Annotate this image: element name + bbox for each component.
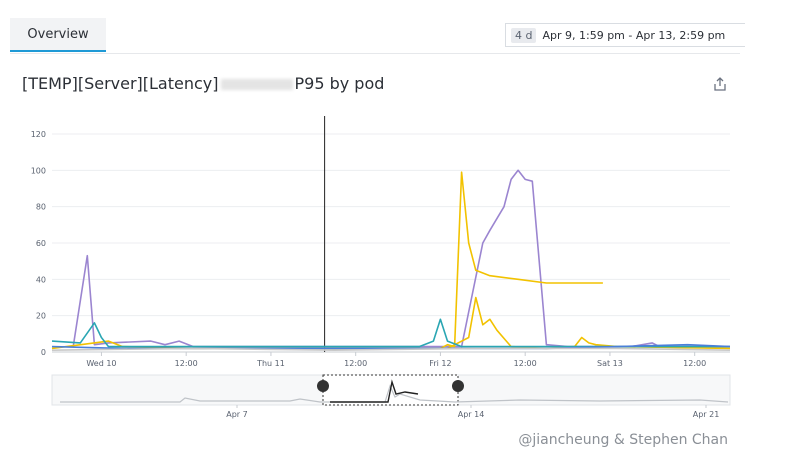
y-tick-label: 20	[36, 312, 46, 321]
series-line-yellow	[447, 296, 731, 350]
y-tick-label: 120	[31, 130, 46, 139]
y-tick-label: 40	[36, 275, 46, 284]
series-line-blue	[51, 343, 731, 350]
share-export-icon[interactable]	[712, 76, 728, 92]
series-line-teal	[51, 318, 730, 348]
x-tick-label: Wed 10	[86, 359, 116, 368]
y-tick-label: 0	[41, 348, 46, 357]
navigator-tick-label: Apr 7	[226, 410, 247, 419]
x-tick-label: 12:00	[175, 359, 198, 368]
x-tick-label: Sat 13	[597, 359, 623, 368]
latency-line-chart[interactable]: 0 20 40 60 80 100 120 Wed 10 12:00 Thu 11 12:00 Fri…	[0, 110, 790, 420]
x-tick-label: 12:00	[514, 359, 537, 368]
widget-title-prefix: [TEMP][Server][Latency]	[22, 74, 219, 93]
y-tick-label: 80	[36, 203, 46, 212]
navigator-selected-line	[330, 379, 419, 403]
series-line-yellow	[51, 171, 603, 350]
redacted-text	[220, 79, 293, 90]
x-tick-label: Fri 12	[429, 359, 451, 368]
widget-title-suffix: P95 by pod	[294, 74, 385, 93]
time-span-badge[interactable]: 4 d	[511, 27, 537, 43]
series-line-gray	[51, 347, 731, 351]
header-divider	[10, 53, 740, 54]
navigator-right-handle	[452, 380, 464, 392]
navigator-tick-label: Apr 14	[458, 410, 485, 419]
credit-text: @jiancheung & Stephen Chan	[518, 432, 728, 448]
time-range-picker[interactable]: 4 d Apr 9, 1:59 pm - Apr 13, 2:59 pm	[505, 23, 745, 47]
tab-overview-label: Overview	[27, 27, 89, 42]
time-range-text: Apr 9, 1:59 pm - Apr 13, 2:59 pm	[542, 28, 726, 42]
tab-overview[interactable]: Overview	[10, 18, 106, 52]
widget-title: [TEMP][Server][Latency] P95 by pod	[22, 74, 384, 93]
series-line-purple	[72, 169, 730, 348]
y-tick-label: 60	[36, 239, 46, 248]
navigator-overview-line	[60, 384, 729, 403]
y-tick-label: 100	[31, 166, 46, 175]
x-tick-label: 12:00	[683, 359, 706, 368]
navigator-tick-label: Apr 21	[693, 410, 720, 419]
x-tick-label: 12:00	[344, 359, 367, 368]
x-tick-label: Thu 11	[256, 359, 285, 368]
navigator-left-handle	[317, 380, 329, 392]
